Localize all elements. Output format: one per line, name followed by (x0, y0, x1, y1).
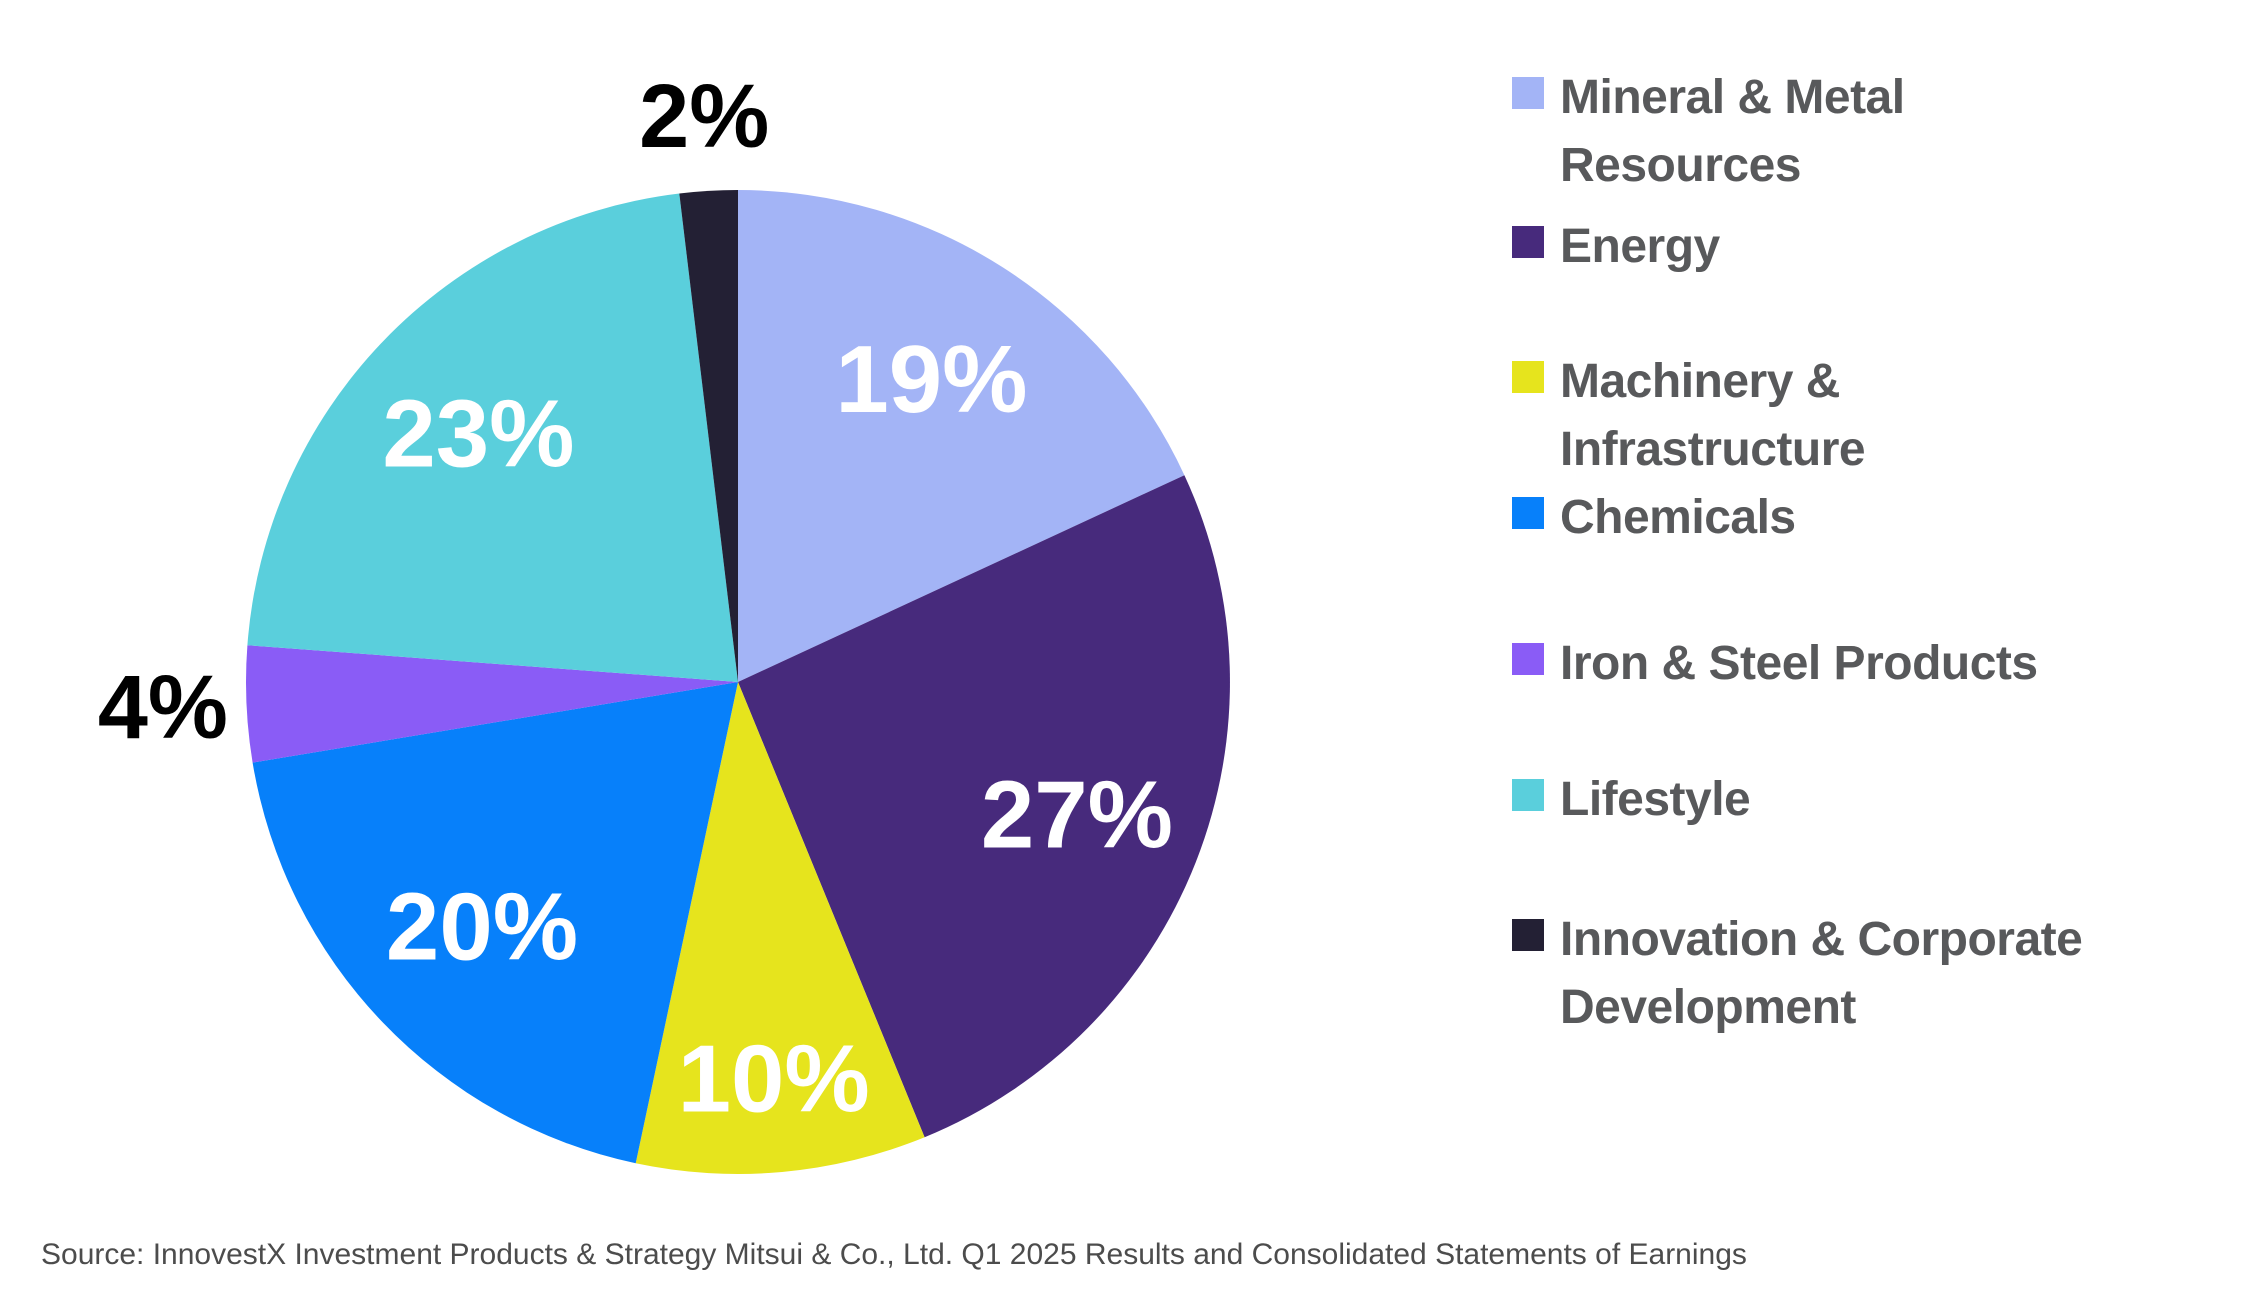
pie-slice-iron-steel-products (246, 645, 738, 763)
legend-item-machinery-infrastructure: Machinery & Infrastructure (1512, 348, 1866, 484)
legend-item-iron-steel-products: Iron & Steel Products (1512, 630, 2038, 698)
source-note: Source: InnovestX Investment Products & … (41, 1238, 1747, 1271)
pie-slice-chemicals (252, 682, 738, 1164)
pie-percent-labels-group: 19% 27% 10% 20% 4% 23% 2% (98, 67, 1173, 1132)
pie-slice-mineral-metal-resources (738, 190, 1185, 682)
legend-swatch-lifestyle (1512, 779, 1544, 811)
legend-swatch-innovation-corporate-development (1512, 919, 1544, 951)
pie-percent-label-iron-steel-products: 4% (98, 658, 228, 758)
legend-swatch-mineral-metal-resources (1512, 77, 1544, 109)
pie-percent-label-chemicals: 20% (386, 873, 578, 980)
legend-swatch-energy (1512, 226, 1544, 258)
legend-label-iron-steel-products: Iron & Steel Products (1560, 637, 2038, 690)
legend-label-mineral-metal-resources: Mineral & Metal Resources (1560, 71, 1905, 192)
pie-slice-lifestyle (247, 193, 738, 682)
legend-item-energy: Energy (1512, 213, 1720, 281)
legend-label-lifestyle: Lifestyle (1560, 773, 1751, 826)
legend-item-innovation-corporate-development: Innovation & Corporate Development (1512, 906, 2083, 1042)
pie-slices-group (246, 189, 1230, 1174)
legend-label-innovation-corporate-development: Innovation & Corporate Development (1560, 913, 2083, 1034)
legend-label-energy: Energy (1560, 220, 1720, 273)
legend-label-chemicals: Chemicals (1560, 491, 1796, 544)
legend-item-chemicals: Chemicals (1512, 484, 1796, 552)
pie-percent-label-machinery-infrastructure: 10% (678, 1025, 870, 1132)
legend-swatch-machinery-infrastructure (1512, 361, 1544, 393)
pie-slice-machinery-infrastructure (635, 682, 925, 1174)
legend-item-mineral-metal-resources: Mineral & Metal Resources (1512, 64, 1905, 200)
pie-percent-label-lifestyle: 23% (382, 380, 574, 487)
pie-percent-label-innovation-corporate-development: 2% (639, 67, 769, 167)
pie-slice-energy (738, 475, 1230, 1138)
pie-percent-label-energy: 27% (981, 762, 1173, 869)
legend-item-lifestyle: Lifestyle (1512, 766, 1751, 834)
pie-slice-innovation-corporate-development (679, 189, 738, 682)
legend-swatch-iron-steel-products (1512, 643, 1544, 675)
legend-swatch-chemicals (1512, 497, 1544, 529)
legend-label-machinery-infrastructure: Machinery & Infrastructure (1560, 355, 1866, 476)
pie-percent-label-mineral-metal-resources: 19% (835, 326, 1027, 433)
